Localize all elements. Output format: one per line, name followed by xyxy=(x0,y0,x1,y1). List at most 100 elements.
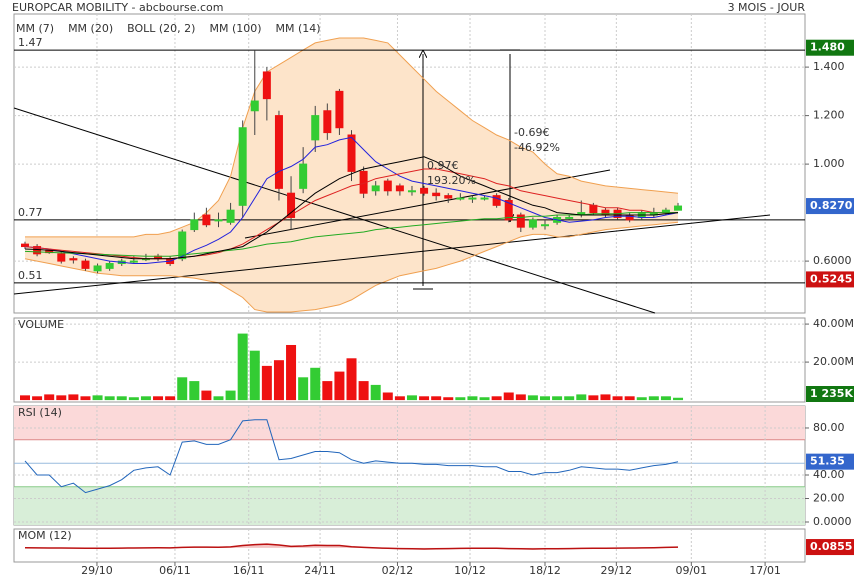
overbought-zone xyxy=(14,406,805,440)
volume-bar xyxy=(552,396,563,401)
value-badge-label: 0.5245 xyxy=(810,272,852,285)
candle-body xyxy=(371,185,380,192)
candle-body xyxy=(504,199,513,221)
volume-bar xyxy=(636,397,647,401)
volume-bar xyxy=(104,396,115,401)
band-lower xyxy=(24,221,679,313)
oversold-zone xyxy=(14,486,805,525)
value-badge-label: 51.35 xyxy=(810,455,845,468)
candle-body xyxy=(69,258,78,261)
x-tick-label: 06/11 xyxy=(159,564,191,577)
legend-entry: MM (100) xyxy=(209,22,261,35)
volume-bar xyxy=(213,396,224,401)
candle-body xyxy=(347,134,356,172)
volume-bar xyxy=(648,396,659,401)
panel-title: VOLUME xyxy=(18,318,64,331)
volume-bar xyxy=(612,396,623,401)
value-badge-label: 1.480 xyxy=(810,41,845,54)
legend-entry: MM (7) xyxy=(16,22,54,35)
volume-bar xyxy=(189,381,200,401)
volume-bar xyxy=(92,395,103,401)
panel xyxy=(13,528,806,563)
candle-body xyxy=(395,185,404,192)
volume-bar xyxy=(334,371,345,401)
candle-body xyxy=(238,127,247,206)
volume-bar xyxy=(419,396,430,401)
candle-body xyxy=(516,214,525,228)
candle-body xyxy=(190,219,199,231)
volume-bar xyxy=(358,381,369,401)
candle-body xyxy=(541,224,550,227)
candle-body xyxy=(444,195,453,199)
volume-bar xyxy=(286,344,297,401)
x-tick-label: 18/12 xyxy=(529,564,561,577)
volume-bar xyxy=(491,396,502,401)
annotation: -46.92% xyxy=(514,141,560,154)
trend-line xyxy=(13,214,771,295)
candle-body xyxy=(81,260,90,269)
candle-body xyxy=(178,231,187,260)
volume-bar xyxy=(201,390,212,401)
volume-bar xyxy=(600,394,611,401)
volume-bar xyxy=(56,395,67,401)
candle-body xyxy=(335,90,344,129)
volume-bar xyxy=(673,397,684,401)
level-label: 1.47 xyxy=(18,36,43,49)
candle-body xyxy=(432,192,441,197)
value-badge xyxy=(806,198,854,215)
y-tick-label: 1.200 xyxy=(813,109,845,122)
volume-bar xyxy=(68,394,79,401)
volume-bar xyxy=(177,377,188,401)
level-label: 0.77 xyxy=(18,206,43,219)
value-badge xyxy=(806,271,854,288)
value-badge-label: 1 235K xyxy=(810,387,853,400)
volume-bar xyxy=(32,396,43,401)
candle-body xyxy=(420,187,429,194)
candle-body xyxy=(250,100,259,112)
y-tick-label: 40.00 xyxy=(813,468,845,481)
volume-bar xyxy=(624,396,635,401)
volume-bar xyxy=(165,396,176,401)
volume-bar xyxy=(540,396,551,401)
candle-body xyxy=(214,219,223,222)
volume-bar xyxy=(298,377,309,401)
chart-title: EUROPCAR MOBILITY - abcbourse.com xyxy=(12,1,223,14)
candle-body xyxy=(383,180,392,192)
candle-body xyxy=(480,197,489,200)
candle-body xyxy=(226,209,235,223)
candle-body xyxy=(287,192,296,218)
y-tick-label: 0.0000 xyxy=(813,515,852,528)
volume-bar xyxy=(346,358,357,401)
y-tick-label: 40.00M xyxy=(813,317,854,330)
x-tick-label: 24/11 xyxy=(304,564,336,577)
volume-bar xyxy=(479,397,490,401)
y-tick-label: 1.000 xyxy=(813,157,845,170)
volume-bar xyxy=(660,396,671,401)
x-tick-label: 17/01 xyxy=(749,564,781,577)
volume-bar xyxy=(564,396,575,401)
x-tick-label: 29/10 xyxy=(81,564,113,577)
candle-body xyxy=(129,260,138,263)
volume-bar xyxy=(249,350,260,401)
mom-line xyxy=(24,543,679,550)
volume-bar xyxy=(382,392,393,401)
candle-body xyxy=(468,197,477,200)
volume-bar xyxy=(310,367,321,401)
candle-body xyxy=(528,219,537,228)
volume-bar xyxy=(406,395,417,401)
volume-bar xyxy=(140,396,151,401)
volume-bar xyxy=(20,395,31,401)
band-upper xyxy=(25,37,679,238)
volume-bar xyxy=(503,392,514,401)
y-tick-label: 1.400 xyxy=(813,60,845,73)
y-tick-label: 20.00M xyxy=(813,355,854,368)
legend-entry: BOLL (20, 2) xyxy=(127,22,195,35)
candle-body xyxy=(589,204,598,214)
volume-bar xyxy=(116,396,127,401)
candle-body xyxy=(93,265,102,272)
rsi-line xyxy=(24,419,679,494)
value-badge-label: 0.8270 xyxy=(810,199,853,212)
panel-title: RSI (14) xyxy=(18,406,62,419)
x-tick-label: 29/12 xyxy=(600,564,632,577)
